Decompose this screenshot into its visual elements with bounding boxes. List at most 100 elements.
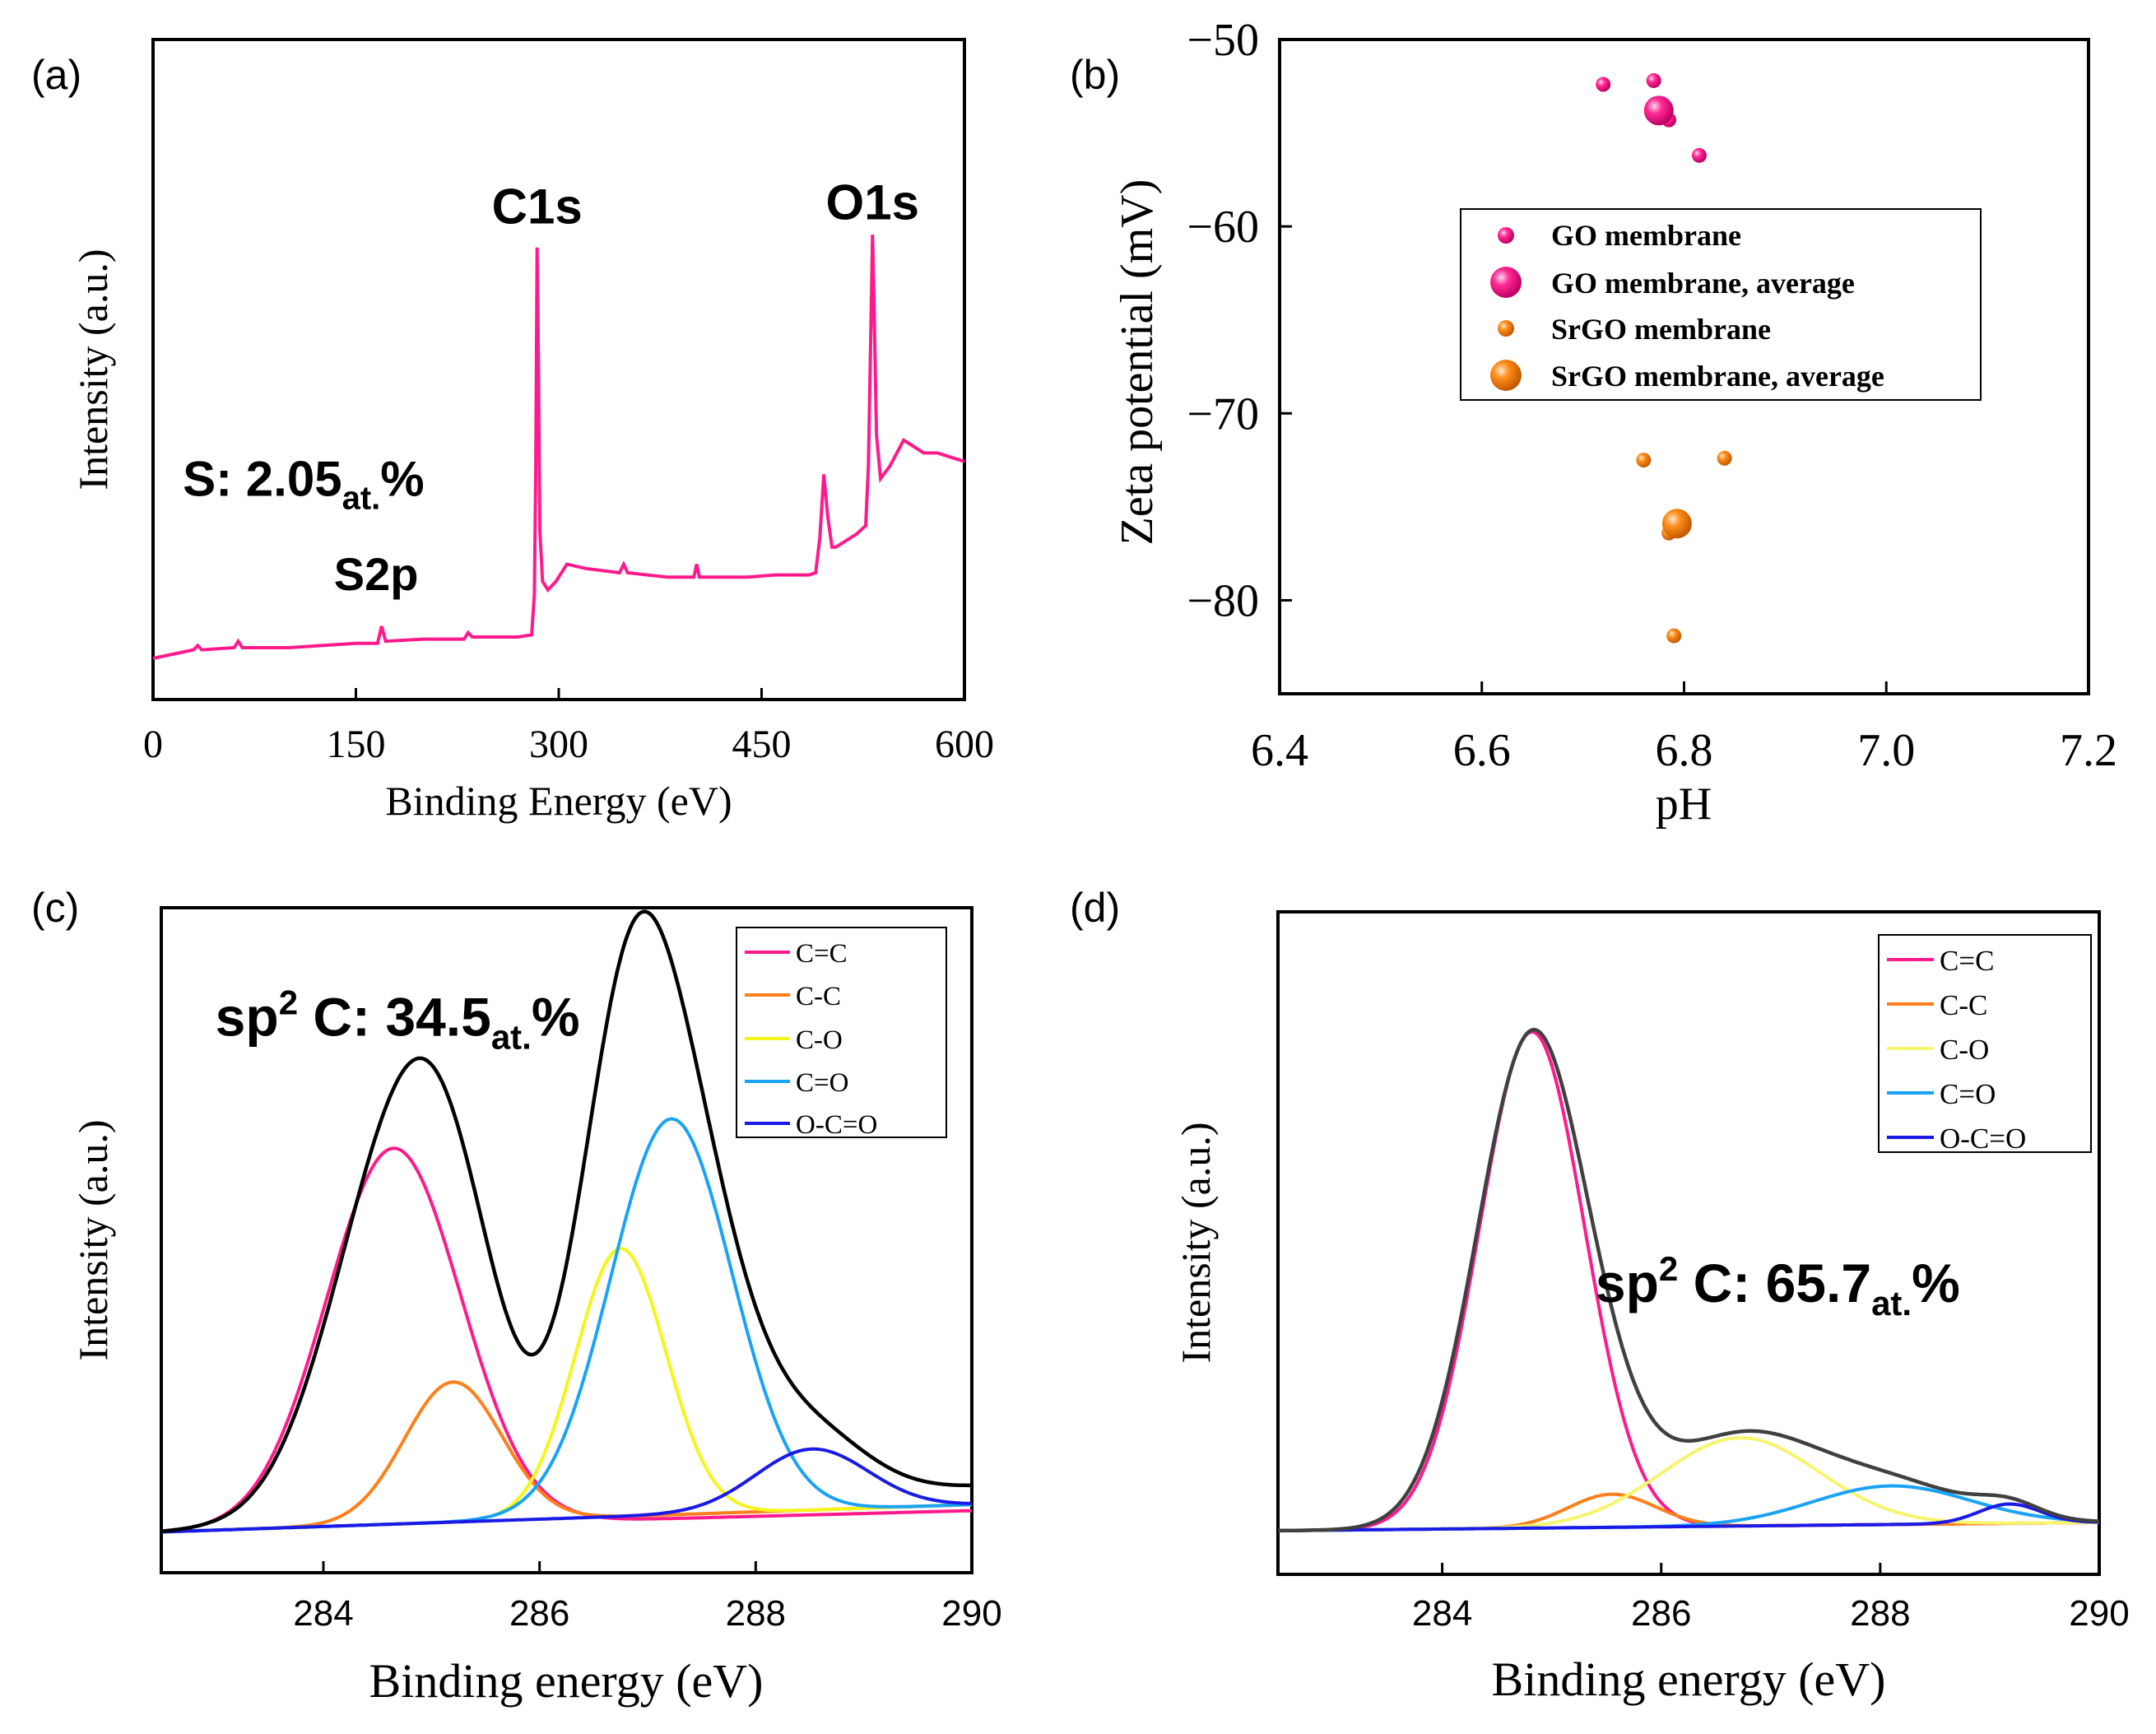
panel-c-sp2-pct: %: [532, 986, 580, 1047]
panel-c-curves: [160, 909, 973, 1534]
envelope-curve: [160, 909, 973, 1533]
legend-marker-srgo-average: [1490, 360, 1522, 391]
panel-d-sp2-sub: at.: [1871, 1284, 1912, 1323]
legend-label-srgo: SrGO membrane: [1551, 313, 1771, 346]
legend-marker-go: [1498, 227, 1514, 244]
panel-a-x-tick-label: 150: [327, 723, 386, 766]
panel-b-label: (b): [1070, 52, 1120, 98]
panel-b-x-axis-label: pH: [1656, 779, 1712, 830]
panel-a-frame: [151, 38, 966, 701]
panel-b: (b) 6.4 6.6 6.8 7.0 7.2 −50 −60 −70 −80 pH Zeta …: [1070, 15, 2117, 830]
component-curve-C=C: [160, 1146, 973, 1533]
panel-d-frame: [1276, 910, 2101, 1576]
x-tick-label: 290: [941, 1593, 1001, 1634]
sulfur-content-sub: at.: [342, 480, 381, 516]
panel-d-sp2-annotation: sp2 C: 65.7at.%: [1596, 1249, 1960, 1323]
panel-d-legend-label-co: C-O: [1940, 1034, 1989, 1066]
legend-marker-go-average: [1490, 267, 1522, 298]
panel-d-legend-label-oco: O-C=O: [1940, 1123, 2026, 1155]
panel-d-sp2-pct: %: [1912, 1253, 1960, 1313]
data-point: [1636, 453, 1652, 468]
panel-c: (c) 284 286 288 290 Binding energy (eV) Int…: [31, 885, 1002, 1708]
panel-c-legend-label-oco: O-C=O: [796, 1110, 877, 1140]
panel-a-x-tick-label: 600: [935, 723, 994, 766]
sulfur-content-value: S: 2.05: [183, 451, 342, 506]
panel-d: (d) 284 286 288 290 Binding energy (eV) Int…: [1070, 885, 2130, 1706]
panel-c-sp2-sub: at.: [491, 1017, 532, 1056]
panel-d-label: (d): [1070, 885, 1120, 931]
panel-d-legend: C=C C-C C-O C=O O-C=O: [1878, 934, 2092, 1155]
panel-b-legend: GO membrane GO membrane, average SrGO me…: [1460, 208, 1982, 401]
envelope-curve: [1278, 1027, 2100, 1533]
data-point: [1717, 450, 1732, 466]
panel-b-x-tick-label: 7.2: [2060, 725, 2117, 776]
panel-a-x-ticks: 0 150 300 450 600: [143, 688, 994, 766]
panel-b-y-tick-label: −60: [1187, 202, 1259, 253]
legend-label-go-average: GO membrane, average: [1551, 267, 1855, 300]
o1s-peak-label: O1s: [826, 174, 919, 230]
panel-c-legend: C=C C-C C-O C=O O-C=O: [736, 927, 947, 1140]
panel-c-legend-label-cc-single: C-C: [796, 982, 841, 1011]
panel-c-sp2-sup: 2: [279, 983, 298, 1021]
panel-b-legend-box: [1460, 208, 1982, 401]
panel-d-legend-label-c-double-o: C=O: [1940, 1078, 1996, 1110]
x-tick-label: 286: [1631, 1593, 1691, 1634]
x-tick-label: 284: [293, 1593, 353, 1634]
panel-b-y-tick-label: −50: [1187, 15, 1259, 66]
component-curve-O-C=O: [1277, 1502, 2100, 1532]
panel-a-x-tick-label: 300: [529, 723, 588, 766]
panel-b-x-tick-label: 6.6: [1453, 725, 1511, 776]
panel-c-sp2-prefix: sp: [216, 986, 279, 1047]
component-curve-C-O: [1278, 1436, 2099, 1532]
panel-c-legend-label-c-double-o: C=O: [796, 1068, 848, 1098]
data-point: [1666, 628, 1682, 644]
panel-a-x-axis-label: Binding Energy (eV): [385, 778, 732, 824]
average-point: [1643, 95, 1674, 126]
panel-b-x-tick-label: 6.8: [1656, 725, 1713, 776]
panel-c-y-axis-label: Intensity (a.u.): [70, 1120, 116, 1361]
panel-d-sp2-sup: 2: [1659, 1249, 1678, 1288]
panel-d-y-axis-label: Intensity (a.u.): [1173, 1123, 1219, 1364]
panel-c-legend-label-co: C-O: [796, 1025, 843, 1055]
legend-label-srgo-average: SrGO membrane, average: [1551, 360, 1884, 393]
x-tick-label: 288: [1850, 1593, 1910, 1634]
panel-d-legend-box: [1878, 934, 2092, 1153]
panel-c-sp2-annotation: sp2 C: 34.5at.%: [216, 983, 580, 1056]
panel-b-ticks: 6.4 6.6 6.8 7.0 7.2 −50 −60 −70 −80: [1187, 15, 2117, 776]
panel-c-legend-box: [736, 927, 947, 1138]
panel-b-y-tick-label: −80: [1187, 575, 1259, 626]
panel-c-x-ticks: 284 286 288 290: [293, 1561, 1002, 1634]
data-point: [1691, 147, 1707, 163]
panel-b-points: [1596, 72, 1732, 644]
panel-c-sp2-main: C: 34.5: [298, 986, 491, 1047]
panel-d-legend-label-cc-single: C-C: [1940, 989, 1987, 1021]
panel-b-y-tick-label: −70: [1187, 388, 1259, 439]
panel-d-sp2-prefix: sp: [1596, 1253, 1659, 1313]
panel-a-y-axis-label: Intensity (a.u.): [70, 249, 116, 490]
component-curve-O-C=O: [160, 1447, 972, 1534]
panel-b-y-axis-label: Zeta potential (mV): [1112, 179, 1163, 546]
x-tick-label: 284: [1412, 1593, 1472, 1634]
panel-c-frame: [160, 906, 973, 1574]
panel-d-x-ticks: 284 286 288 290: [1412, 1563, 2130, 1634]
panel-a-label: (a): [31, 52, 81, 98]
component-curve-C-O: [160, 1247, 973, 1534]
panel-c-label: (c): [31, 885, 79, 931]
sulfur-content-label: S: 2.05at.%: [183, 451, 425, 516]
x-tick-label: 290: [2069, 1593, 2129, 1634]
component-curve-C=O: [160, 1117, 973, 1534]
data-point: [1646, 72, 1661, 88]
panel-d-sp2-main: C: 65.7: [1678, 1253, 1871, 1313]
s2p-peak-label: S2p: [334, 548, 419, 600]
panel-c-legend-label-cc-double: C=C: [796, 939, 848, 969]
panel-d-curves: [1277, 1027, 2100, 1533]
survey-spectrum-line: [152, 235, 965, 660]
panel-c-x-axis-label: Binding energy (eV): [369, 1654, 764, 1708]
legend-marker-srgo: [1498, 320, 1514, 337]
average-point: [1661, 509, 1692, 539]
panel-b-x-tick-label: 6.4: [1251, 725, 1308, 776]
panel-a: (a) 0 150 300 450 600 Binding Energy (eV) In…: [31, 38, 994, 824]
panel-d-legend-label-cc-double: C=C: [1940, 945, 1994, 977]
panel-b-x-tick-label: 7.0: [1857, 725, 1915, 776]
